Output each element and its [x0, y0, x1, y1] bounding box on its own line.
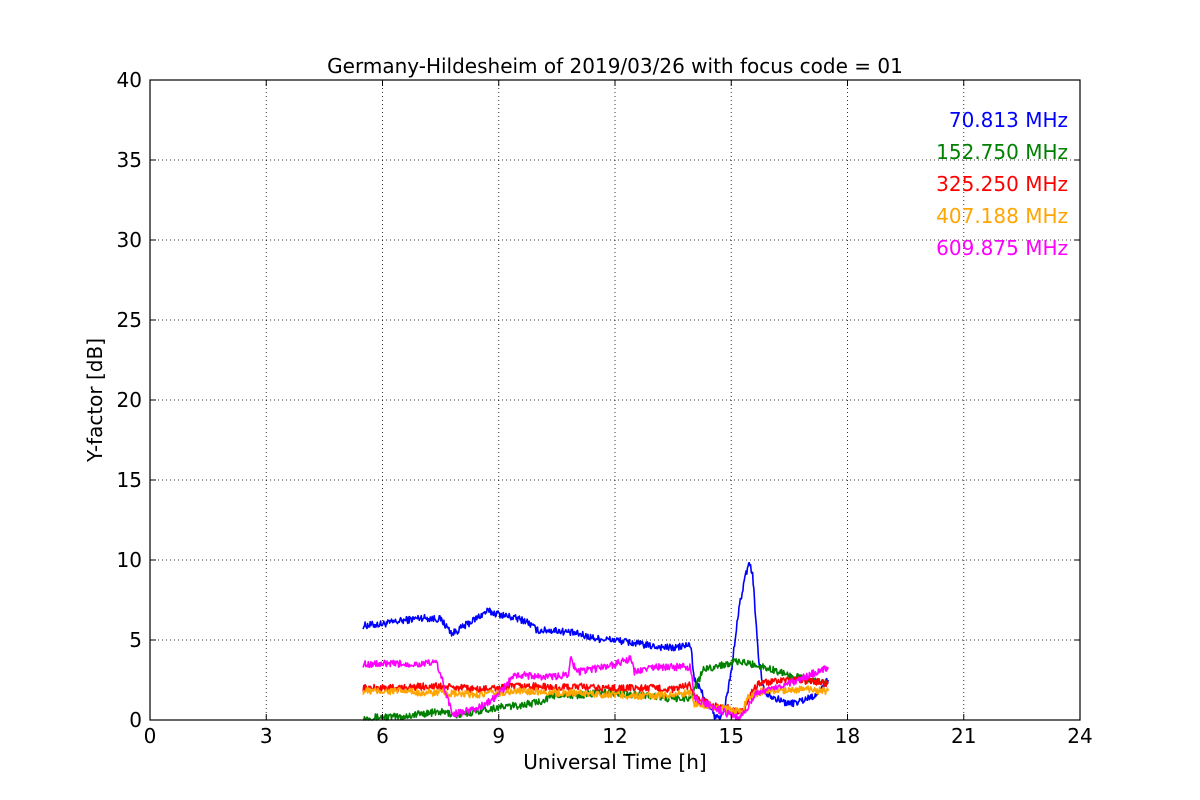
y-tick-label: 20 [117, 388, 142, 412]
x-tick-label: 0 [144, 724, 157, 748]
y-axis-ticks: 0 5 10 15 20 25 30 35 40 [117, 68, 1080, 732]
y-tick-label: 40 [117, 68, 142, 92]
series-line-3 [362, 676, 829, 715]
y-tick-label: 5 [129, 628, 142, 652]
legend-entry-2: 152.750 MHz [936, 140, 1068, 164]
x-axis-ticks: 0 3 6 9 12 15 18 21 24 [144, 80, 1093, 748]
series-line-4 [362, 685, 829, 717]
x-axis-label: Universal Time [h] [523, 750, 706, 774]
chart-title: Germany-Hildesheim of 2019/03/26 with fo… [327, 54, 903, 78]
series-line-5 [362, 655, 829, 721]
x-tick-label: 6 [376, 724, 389, 748]
series-line-1 [362, 561, 829, 720]
legend-entry-1: 70.813 MHz [949, 108, 1068, 132]
y-tick-label: 25 [117, 308, 142, 332]
x-tick-label: 24 [1067, 724, 1092, 748]
x-tick-label: 12 [602, 724, 627, 748]
legend: 70.813 MHz 152.750 MHz 325.250 MHz 407.188 … [936, 108, 1068, 260]
y-tick-label: 30 [117, 228, 142, 252]
y-tick-label: 0 [129, 708, 142, 732]
legend-entry-5: 609.875 MHz [936, 236, 1068, 260]
x-tick-label: 21 [951, 724, 976, 748]
x-tick-label: 18 [835, 724, 860, 748]
y-tick-label: 15 [117, 468, 142, 492]
y-axis-label: Y-factor [dB] [83, 338, 107, 463]
x-tick-label: 15 [719, 724, 744, 748]
y-tick-label: 10 [117, 548, 142, 572]
x-tick-label: 3 [260, 724, 273, 748]
x-tick-label: 9 [492, 724, 505, 748]
legend-entry-4: 407.188 MHz [936, 204, 1068, 228]
series-lines [362, 561, 829, 721]
y-tick-label: 35 [117, 148, 142, 172]
legend-entry-3: 325.250 MHz [936, 172, 1068, 196]
